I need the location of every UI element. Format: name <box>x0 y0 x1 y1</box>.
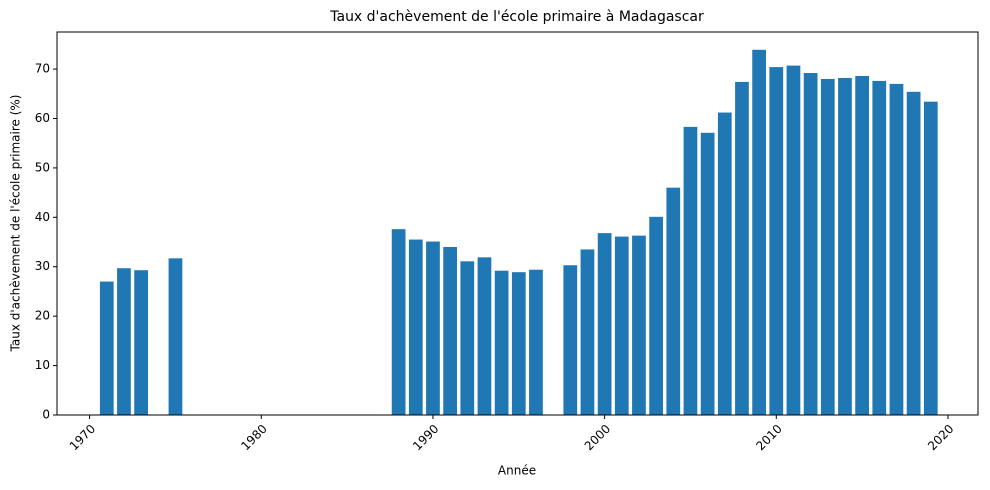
y-tick-label: 50 <box>35 160 50 174</box>
y-tick-label: 60 <box>35 111 50 125</box>
bar <box>563 265 578 415</box>
bar <box>769 67 784 416</box>
plot-frame <box>56 31 979 416</box>
bar <box>134 270 148 415</box>
x-axis-label: Année <box>498 464 536 478</box>
bar <box>443 246 457 415</box>
bar <box>408 239 423 415</box>
bar <box>820 78 835 415</box>
y-tick-label: 0 <box>42 408 50 422</box>
bar <box>923 101 938 416</box>
bar <box>391 229 406 415</box>
bar <box>632 235 646 415</box>
bar <box>700 132 715 415</box>
bar <box>717 112 732 415</box>
y-tick-label: 10 <box>35 358 50 372</box>
bar <box>683 126 698 415</box>
x-tick-label: 1970 <box>67 422 98 453</box>
y-tick-label: 30 <box>35 259 50 273</box>
bar <box>666 187 681 415</box>
x-tick-label: 1980 <box>238 422 269 453</box>
bar <box>494 270 509 415</box>
x-tick-label: 2010 <box>753 422 784 453</box>
bar <box>529 269 543 415</box>
bar <box>872 80 887 415</box>
bar <box>803 73 818 415</box>
bar <box>906 91 921 415</box>
bar <box>580 249 595 415</box>
bar <box>597 233 612 415</box>
bar <box>735 81 749 416</box>
bar <box>117 268 131 415</box>
y-tick-label: 70 <box>35 62 50 76</box>
x-tick-label: 1990 <box>410 422 441 453</box>
bar <box>99 281 114 415</box>
chart-title: Taux d'achèvement de l'école primaire à … <box>329 9 704 25</box>
x-tick-label: 2020 <box>925 422 956 453</box>
bar <box>649 216 663 415</box>
bar <box>614 236 629 415</box>
x-tick-label: 2000 <box>582 422 613 453</box>
bar <box>477 257 492 415</box>
y-tick-label: 40 <box>35 210 50 224</box>
bar <box>426 241 440 415</box>
y-tick-label: 20 <box>35 309 50 323</box>
bar <box>838 77 852 416</box>
bar <box>460 261 475 415</box>
bar <box>752 49 766 416</box>
bar <box>511 272 526 415</box>
bar <box>168 258 183 415</box>
bar <box>855 75 869 416</box>
bar <box>786 65 801 415</box>
y-axis-label: Taux d'achèvement de l'école primaire (%… <box>9 95 23 353</box>
bar <box>889 83 904 415</box>
